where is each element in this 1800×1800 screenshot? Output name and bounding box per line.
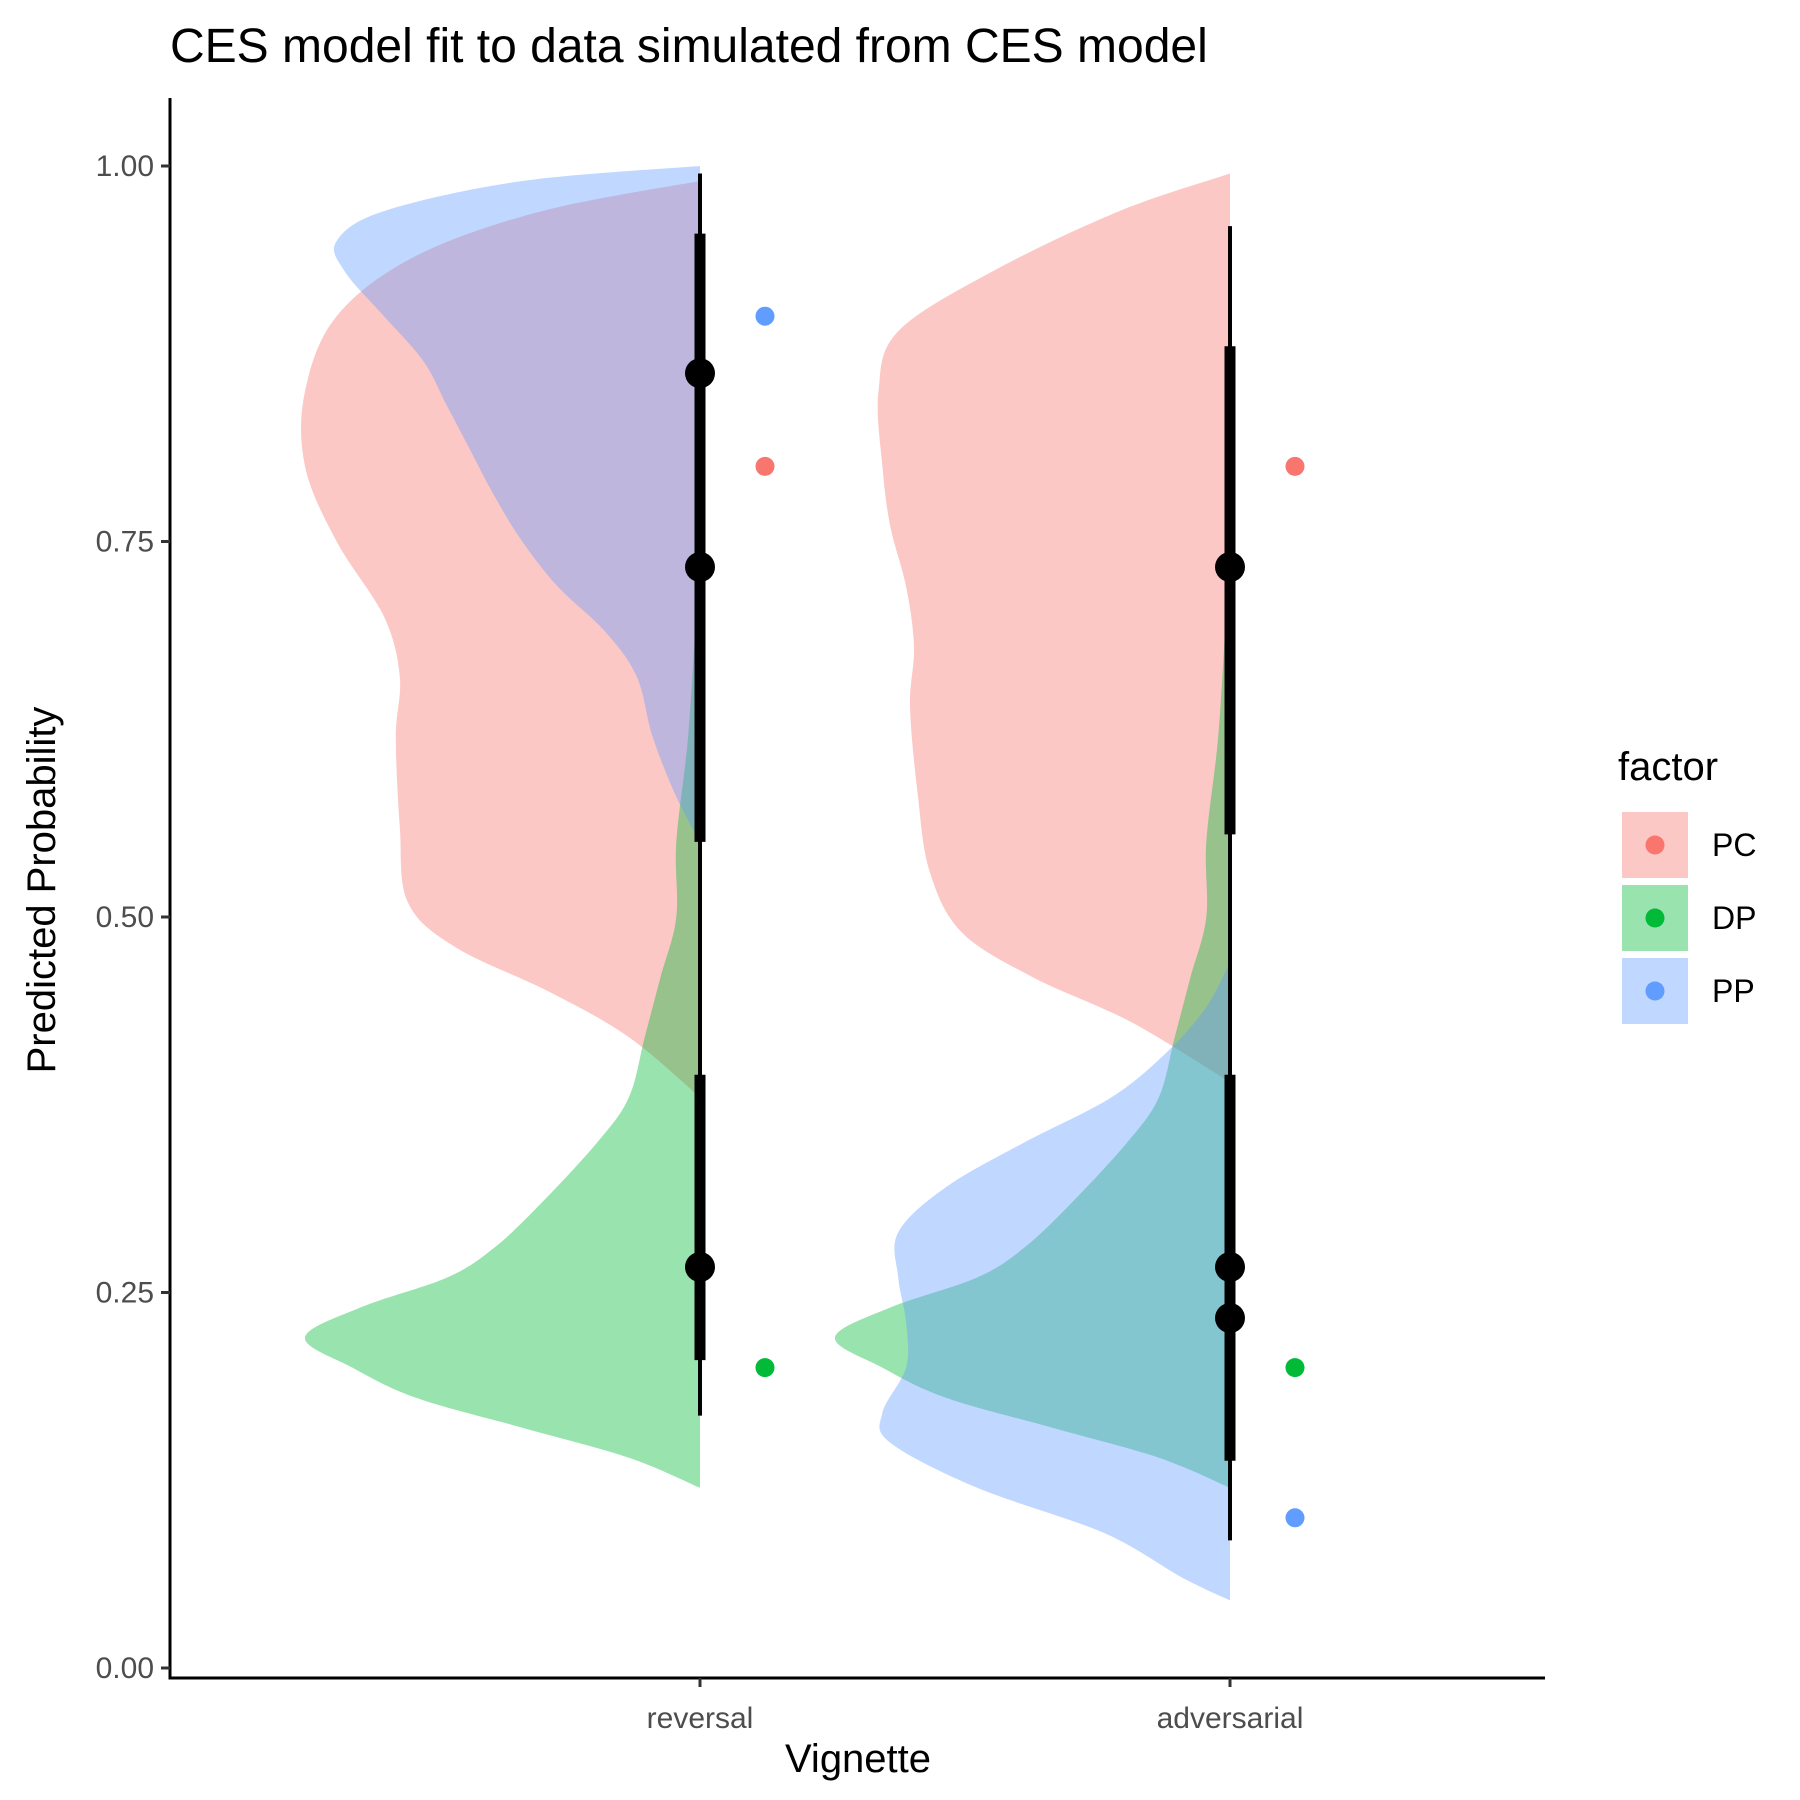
axes: 0.00 0.25 0.50 0.75 1.00 reversal adversarial xyxy=(96,98,1545,1735)
median-point-pc-adversarial xyxy=(1215,552,1245,583)
y-tick-label-0.75: 0.75 xyxy=(96,526,154,559)
x-tick-label-adversarial: adversarial xyxy=(1157,1702,1304,1735)
y-axis-title: Predicted Probability xyxy=(20,707,64,1074)
y-tick-label-0.50: 0.50 xyxy=(96,901,154,934)
legend-dot-dp xyxy=(1645,908,1665,928)
y-tick-label-0.00: 0.00 xyxy=(96,1652,154,1685)
violin-dp-reversal xyxy=(304,571,700,1488)
violin-pc-adversarial xyxy=(877,173,1230,1083)
y-tick-label-0.25: 0.25 xyxy=(96,1277,154,1310)
y-tick-label-1.00: 1.00 xyxy=(96,150,154,183)
legend: factor PC DP PP xyxy=(1618,745,1756,1024)
violin-dp-adversarial xyxy=(834,571,1230,1488)
legend-dot-pp xyxy=(1645,981,1665,1001)
median-point-dp-reversal xyxy=(685,1251,715,1282)
true-value-point-dp-reversal xyxy=(755,1358,775,1378)
true-value-point-pp-adversarial xyxy=(1285,1508,1305,1528)
plot-area xyxy=(301,166,1305,1601)
x-tick-label-reversal: reversal xyxy=(647,1702,754,1735)
true-value-point-pc-adversarial xyxy=(1285,456,1305,476)
true-value-point-pc-reversal xyxy=(755,456,775,476)
legend-title: factor xyxy=(1618,745,1718,789)
legend-label-pc: PC xyxy=(1712,827,1756,863)
legend-dot-pc xyxy=(1645,835,1665,855)
legend-label-dp: DP xyxy=(1712,900,1756,936)
violin-pc-reversal xyxy=(301,181,700,1098)
legend-label-pp: PP xyxy=(1712,973,1755,1009)
median-point-pp-adversarial xyxy=(1215,1303,1245,1334)
true-value-point-pp-reversal xyxy=(755,306,775,326)
median-point-pp-reversal xyxy=(685,358,715,389)
true-value-point-dp-adversarial xyxy=(1285,1358,1305,1378)
chart-title: CES model fit to data simulated from CES… xyxy=(170,20,1208,73)
violin-pp-reversal xyxy=(333,166,700,842)
violin-pp-adversarial xyxy=(879,962,1230,1601)
x-axis-title: Vignette xyxy=(785,1737,931,1781)
